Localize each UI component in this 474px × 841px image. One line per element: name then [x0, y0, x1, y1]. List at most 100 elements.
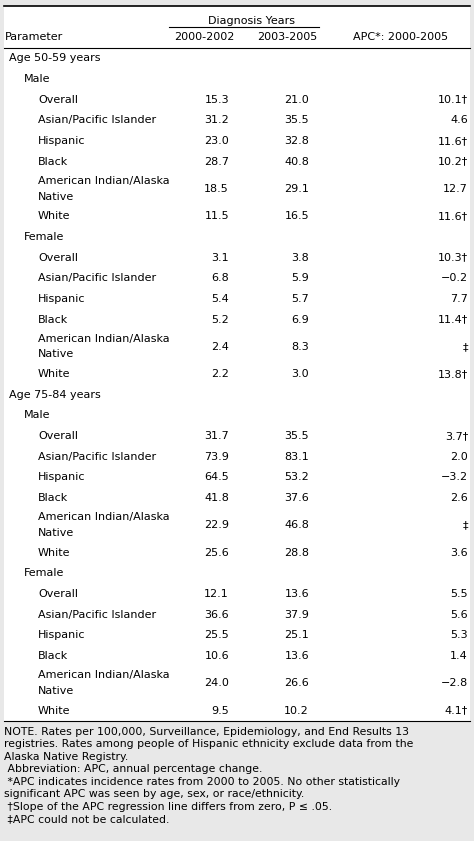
Text: Female: Female — [24, 569, 64, 579]
Text: 2.0: 2.0 — [450, 452, 468, 462]
Text: Native: Native — [38, 192, 74, 202]
Text: †Slope of the APC regression line differs from zero, P ≤ .05.: †Slope of the APC regression line differ… — [4, 802, 332, 812]
Text: Black: Black — [38, 156, 68, 167]
Text: 25.5: 25.5 — [204, 631, 229, 640]
Text: 24.0: 24.0 — [204, 679, 229, 688]
Text: White: White — [38, 211, 71, 221]
Text: 3.8: 3.8 — [291, 252, 309, 262]
Bar — [4, 6, 470, 721]
Text: Overall: Overall — [38, 95, 78, 104]
Text: 11.6†: 11.6† — [438, 136, 468, 146]
Text: 12.1: 12.1 — [204, 589, 229, 599]
Text: Black: Black — [38, 651, 68, 661]
Text: Native: Native — [38, 528, 74, 538]
Text: 10.1†: 10.1† — [438, 95, 468, 104]
Text: 15.3: 15.3 — [204, 95, 229, 104]
Text: ‡APC could not be calculated.: ‡APC could not be calculated. — [4, 814, 169, 824]
Text: 2.6: 2.6 — [450, 493, 468, 503]
Text: 11.5: 11.5 — [204, 211, 229, 221]
Text: 22.9: 22.9 — [204, 521, 229, 531]
Text: 11.6†: 11.6† — [438, 211, 468, 221]
Text: Asian/Pacific Islander: Asian/Pacific Islander — [38, 115, 156, 125]
Text: APC*: 2000-2005: APC*: 2000-2005 — [354, 32, 448, 42]
Text: 31.2: 31.2 — [204, 115, 229, 125]
Text: 13.6: 13.6 — [284, 651, 309, 661]
Text: Male: Male — [24, 74, 51, 84]
Text: −3.2: −3.2 — [441, 473, 468, 483]
Text: 37.6: 37.6 — [284, 493, 309, 503]
Text: ‡: ‡ — [463, 341, 468, 352]
Text: 4.1†: 4.1† — [445, 706, 468, 716]
Text: 2000-2002: 2000-2002 — [174, 32, 234, 42]
Text: significant APC was seen by age, sex, or race/ethnicity.: significant APC was seen by age, sex, or… — [4, 790, 304, 800]
Text: 10.2: 10.2 — [284, 706, 309, 716]
Text: 73.9: 73.9 — [204, 452, 229, 462]
Text: Abbreviation: APC, annual percentage change.: Abbreviation: APC, annual percentage cha… — [4, 764, 263, 775]
Text: Overall: Overall — [38, 431, 78, 442]
Text: 3.7†: 3.7† — [445, 431, 468, 442]
Text: 64.5: 64.5 — [204, 473, 229, 483]
Text: −0.2: −0.2 — [441, 273, 468, 283]
Text: 2.4: 2.4 — [211, 341, 229, 352]
Text: 32.8: 32.8 — [284, 136, 309, 146]
Text: 37.9: 37.9 — [284, 610, 309, 620]
Text: *APC indicates incidence rates from 2000 to 2005. No other statistically: *APC indicates incidence rates from 2000… — [4, 777, 400, 787]
Text: registries. Rates among people of Hispanic ethnicity exclude data from the: registries. Rates among people of Hispan… — [4, 739, 413, 749]
Text: −2.8: −2.8 — [441, 679, 468, 688]
Text: American Indian/Alaska: American Indian/Alaska — [38, 670, 170, 680]
Text: 7.7: 7.7 — [450, 294, 468, 304]
Text: Overall: Overall — [38, 589, 78, 599]
Text: 53.2: 53.2 — [284, 473, 309, 483]
Text: ‡: ‡ — [463, 521, 468, 531]
Text: NOTE. Rates per 100,000, Surveillance, Epidemiology, and End Results 13: NOTE. Rates per 100,000, Surveillance, E… — [4, 727, 409, 737]
Text: 3.6: 3.6 — [450, 547, 468, 558]
Text: 4.6: 4.6 — [450, 115, 468, 125]
Text: 10.3†: 10.3† — [438, 252, 468, 262]
Text: 28.8: 28.8 — [284, 547, 309, 558]
Text: Male: Male — [24, 410, 51, 420]
Text: Diagnosis Years: Diagnosis Years — [208, 16, 295, 26]
Text: Alaska Native Registry.: Alaska Native Registry. — [4, 752, 128, 762]
Text: 5.3: 5.3 — [450, 631, 468, 640]
Text: 10.2†: 10.2† — [438, 156, 468, 167]
Text: 5.7: 5.7 — [291, 294, 309, 304]
Text: 2.2: 2.2 — [211, 369, 229, 379]
Text: 36.6: 36.6 — [204, 610, 229, 620]
Text: 5.2: 5.2 — [211, 315, 229, 325]
Text: 5.4: 5.4 — [211, 294, 229, 304]
Text: 40.8: 40.8 — [284, 156, 309, 167]
Text: Female: Female — [24, 232, 64, 242]
Text: Black: Black — [38, 493, 68, 503]
Text: Asian/Pacific Islander: Asian/Pacific Islander — [38, 273, 156, 283]
Text: White: White — [38, 547, 71, 558]
Text: Age 50-59 years: Age 50-59 years — [9, 53, 100, 63]
Text: 13.6: 13.6 — [284, 589, 309, 599]
Text: Native: Native — [38, 686, 74, 696]
Text: Hispanic: Hispanic — [38, 136, 85, 146]
Text: 12.7: 12.7 — [443, 184, 468, 194]
Text: Overall: Overall — [38, 252, 78, 262]
Text: Black: Black — [38, 315, 68, 325]
Text: 28.7: 28.7 — [204, 156, 229, 167]
Text: Hispanic: Hispanic — [38, 473, 85, 483]
Text: Age 75-84 years: Age 75-84 years — [9, 390, 101, 399]
Text: 25.1: 25.1 — [284, 631, 309, 640]
Text: Hispanic: Hispanic — [38, 294, 85, 304]
Text: 41.8: 41.8 — [204, 493, 229, 503]
Text: 46.8: 46.8 — [284, 521, 309, 531]
Text: 35.5: 35.5 — [284, 431, 309, 442]
Text: 83.1: 83.1 — [284, 452, 309, 462]
Text: 2003-2005: 2003-2005 — [257, 32, 317, 42]
Text: 21.0: 21.0 — [284, 95, 309, 104]
Text: Asian/Pacific Islander: Asian/Pacific Islander — [38, 452, 156, 462]
Text: 16.5: 16.5 — [284, 211, 309, 221]
Text: 13.8†: 13.8† — [438, 369, 468, 379]
Text: 9.5: 9.5 — [211, 706, 229, 716]
Text: Native: Native — [38, 350, 74, 359]
Text: 3.1: 3.1 — [211, 252, 229, 262]
Text: 26.6: 26.6 — [284, 679, 309, 688]
Text: Hispanic: Hispanic — [38, 631, 85, 640]
Text: Asian/Pacific Islander: Asian/Pacific Islander — [38, 610, 156, 620]
Text: White: White — [38, 369, 71, 379]
Text: 5.5: 5.5 — [450, 589, 468, 599]
